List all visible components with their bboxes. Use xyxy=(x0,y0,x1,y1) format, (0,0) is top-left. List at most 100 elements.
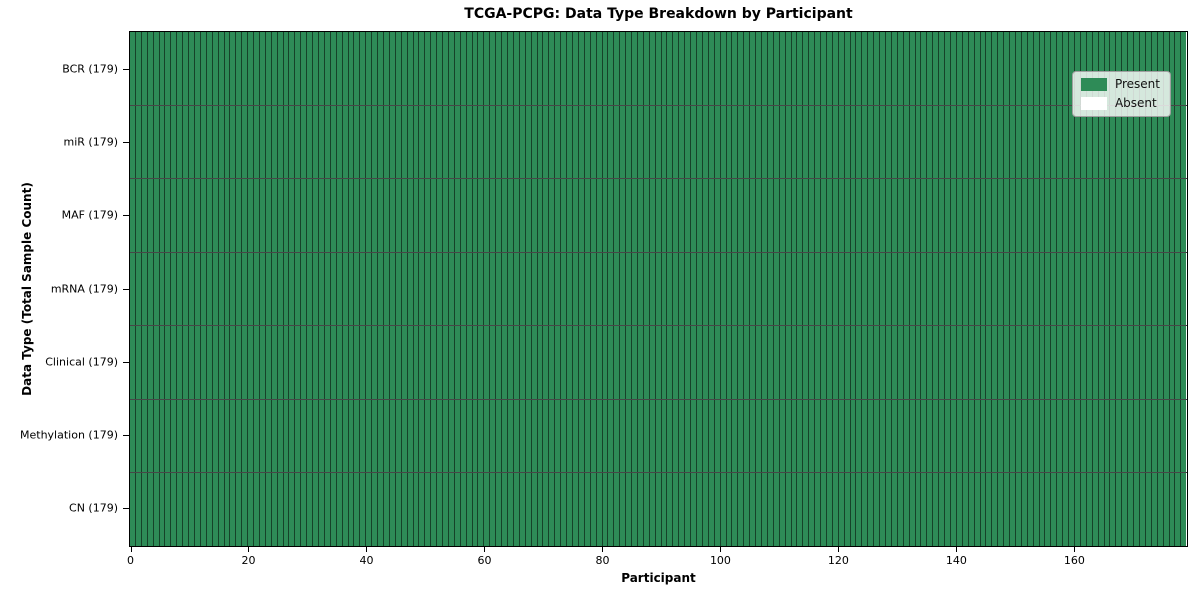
heatmap-cell xyxy=(950,399,957,473)
heatmap-cell xyxy=(259,105,266,179)
heatmap-cell xyxy=(903,252,910,326)
heatmap-cell xyxy=(909,399,916,473)
heatmap-cell xyxy=(986,399,993,473)
heatmap-cell xyxy=(945,105,951,179)
heatmap-cell xyxy=(543,252,550,326)
heatmap-cell xyxy=(502,179,508,252)
heatmap-cell xyxy=(513,399,520,473)
heatmap-cell xyxy=(909,105,916,179)
heatmap-cell xyxy=(1092,179,1099,252)
heatmap-cell xyxy=(448,32,455,105)
heatmap-cell xyxy=(543,399,550,473)
heatmap-cell xyxy=(437,179,444,252)
heatmap-cell xyxy=(756,473,762,547)
heatmap-cell xyxy=(1128,32,1135,105)
heatmap-cell xyxy=(218,252,225,326)
heatmap-cell xyxy=(383,179,390,252)
heatmap-cell xyxy=(915,473,922,547)
heatmap-cell xyxy=(1169,32,1176,105)
heatmap-cell xyxy=(880,326,886,399)
heatmap-cell xyxy=(147,326,154,399)
heatmap-cell xyxy=(844,252,851,326)
heatmap-cell xyxy=(761,105,768,179)
heatmap-cell xyxy=(1057,252,1064,326)
heatmap-cell xyxy=(259,32,266,105)
heatmap-cell xyxy=(720,179,727,252)
heatmap-cell xyxy=(1139,32,1146,105)
heatmap-cell xyxy=(779,252,786,326)
heatmap-cell xyxy=(336,326,343,399)
heatmap-cell xyxy=(832,326,839,399)
heatmap-cell xyxy=(1021,473,1028,547)
heatmap-cell xyxy=(378,473,384,547)
heatmap-cell xyxy=(714,179,721,252)
heatmap-cell xyxy=(661,179,668,252)
heatmap-cell xyxy=(460,179,467,252)
heatmap-cell xyxy=(750,326,757,399)
heatmap-cell xyxy=(413,32,420,105)
heatmap-cell xyxy=(336,105,343,179)
heatmap-cell xyxy=(1015,32,1022,105)
heatmap-cell xyxy=(1086,179,1093,252)
heatmap-cell xyxy=(738,326,745,399)
heatmap-cell xyxy=(242,179,249,252)
heatmap-cell xyxy=(773,179,780,252)
heatmap-cell xyxy=(832,399,839,473)
heatmap-cell xyxy=(602,105,609,179)
heatmap-cell xyxy=(183,326,190,399)
heatmap-cell xyxy=(1128,179,1135,252)
heatmap-cell xyxy=(212,399,219,473)
heatmap-cell xyxy=(744,105,751,179)
heatmap-cell xyxy=(549,179,556,252)
heatmap-cell xyxy=(194,473,201,547)
heatmap-cell xyxy=(803,473,810,547)
heatmap-cell xyxy=(673,32,680,105)
heatmap-cell xyxy=(336,32,343,105)
heatmap-cell xyxy=(738,399,745,473)
heatmap-cell xyxy=(950,473,957,547)
heatmap-cell xyxy=(407,179,414,252)
heatmap-cell xyxy=(336,252,343,326)
heatmap-cell xyxy=(389,326,396,399)
heatmap-cell xyxy=(720,326,727,399)
heatmap-cell xyxy=(897,252,904,326)
heatmap-cell xyxy=(1004,32,1011,105)
heatmap-cell xyxy=(909,179,916,252)
heatmap-cell xyxy=(1116,326,1123,399)
heatmap-cell xyxy=(1151,473,1158,547)
heatmap-cell xyxy=(667,252,674,326)
heatmap-cell xyxy=(632,105,638,179)
heatmap-cell xyxy=(360,179,367,252)
heatmap-cell xyxy=(939,179,946,252)
heatmap-cell xyxy=(153,473,160,547)
heatmap-cell xyxy=(1063,473,1070,547)
heatmap-cell xyxy=(242,473,249,547)
heatmap-cell xyxy=(307,105,314,179)
heatmap-cell xyxy=(200,105,207,179)
heatmap-cell xyxy=(413,399,420,473)
heatmap-cell xyxy=(425,32,432,105)
heatmap-cell xyxy=(454,252,461,326)
heatmap-cell xyxy=(313,473,319,547)
heatmap-cell xyxy=(443,326,449,399)
heatmap-cell xyxy=(194,399,201,473)
heatmap-cell xyxy=(348,105,355,179)
heatmap-cell xyxy=(354,32,361,105)
heatmap-cell xyxy=(584,252,591,326)
heatmap-cell xyxy=(437,105,444,179)
heatmap-cell xyxy=(1169,326,1176,399)
heatmap-cell xyxy=(478,32,485,105)
heatmap-cell xyxy=(750,473,757,547)
heatmap-cell xyxy=(767,473,774,547)
heatmap-cell xyxy=(454,105,461,179)
heatmap-cell xyxy=(307,252,314,326)
heatmap-cell xyxy=(756,32,762,105)
heatmap-cell xyxy=(508,32,514,105)
heatmap-cell xyxy=(874,473,881,547)
heatmap-cell xyxy=(271,105,278,179)
heatmap-cell xyxy=(714,32,721,105)
heatmap-cell xyxy=(578,105,585,179)
heatmap-cell xyxy=(1163,326,1170,399)
heatmap-cell xyxy=(443,179,449,252)
heatmap-cell xyxy=(1181,252,1187,326)
